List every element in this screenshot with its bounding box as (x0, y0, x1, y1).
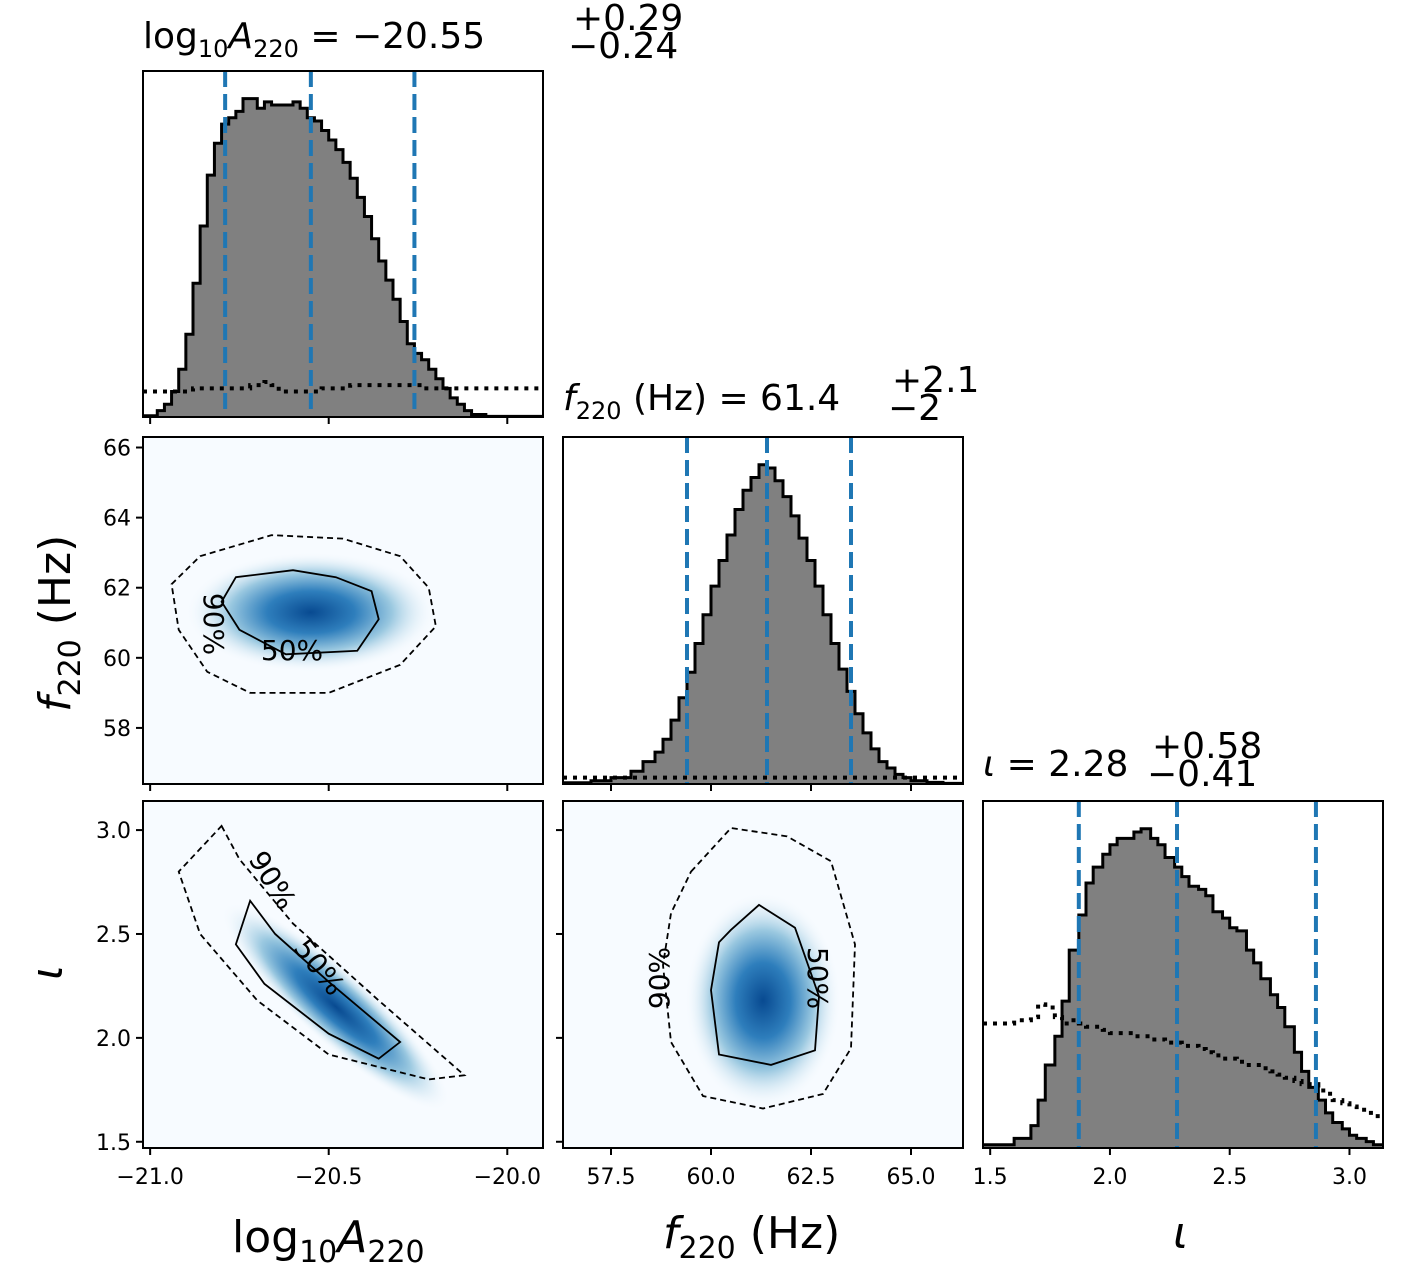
ytick-label-dAI-1: 2.0 (96, 1027, 131, 1052)
ytick-label-dAI-3: 3.0 (96, 819, 131, 844)
hist-f220 (562, 436, 964, 785)
xlabel-iota: ι (1173, 1208, 1188, 1259)
title-logA: log10A220 = −20.55 (143, 16, 485, 63)
title-iota: ι = 2.28 (983, 744, 1128, 785)
title-logA-sup: +0.29 (573, 0, 683, 39)
ytick-label-dAF-2: 62 (103, 577, 131, 602)
ytick-label-dAF-3: 64 (103, 507, 131, 532)
hist-fill-logA (143, 98, 543, 418)
xtick-label-dAI-1: −20.5 (295, 1165, 362, 1190)
ylabel-f220: f220 (Hz) (30, 535, 88, 712)
xtick-label-hI-3: 3.0 (1332, 1165, 1367, 1190)
hist-logA (142, 70, 544, 418)
label-90-logA-f220: 90% (197, 593, 230, 655)
xtick-label-dAI-2: −20.0 (474, 1165, 541, 1190)
panels: 50%90%50%90%50%90%−21.0 −20.5 −20.0 57.5 60.… (96, 70, 1384, 1190)
title-f220-sup: +2.1 (892, 360, 979, 401)
label-50-logA-f220-text: 50% (261, 634, 323, 667)
density-f220-iota (563, 801, 963, 1148)
title-f220-sub: −2 (888, 388, 941, 429)
frame-iota (982, 800, 1384, 1149)
contour-50-logA-f220 (220, 569, 380, 656)
ylabel-iota: ι (22, 965, 73, 980)
ytick-label-dAF-1: 60 (103, 647, 131, 672)
xlabel-logA: log10A220 (232, 1212, 425, 1270)
hist-fill-f220 (563, 464, 963, 784)
density-blob-logA-f220 (185, 552, 436, 673)
prior-curve-iota (983, 1002, 1383, 1119)
ytick-label-dAF-0: 58 (103, 717, 131, 742)
hist-outline-f220 (563, 463, 963, 785)
density-blob-logA-iota (221, 902, 450, 1111)
frame-f220-iota (562, 800, 964, 1149)
hist-iota (982, 800, 1384, 1149)
xlabel-f220: f220 (Hz) (663, 1208, 840, 1266)
title-f220: f220 (Hz) = 61.4 (563, 378, 840, 425)
xtick-label-hI-0: 1.5 (973, 1165, 1008, 1190)
frame-logA (142, 70, 544, 418)
xtick-label-dFI-2: 62.5 (787, 1165, 836, 1190)
title-iota-sub: −0.41 (1147, 754, 1257, 795)
xtick-label-dFI-3: 65.0 (887, 1165, 936, 1190)
contour-90-logA-f220 (170, 534, 437, 694)
label-90-f220-iota-text: 90% (643, 947, 676, 1009)
ytick-label-dAI-2: 2.5 (96, 923, 131, 948)
hist-outline-logA (143, 97, 543, 418)
xtick-label-dAI-0: −21.0 (116, 1165, 183, 1190)
ytick-label-dAI-0: 1.5 (96, 1131, 131, 1156)
label-50-logA-f220: 50% (261, 634, 323, 667)
xtick-label-hI-1: 2.0 (1092, 1165, 1127, 1190)
xtick-label-dFI-1: 60.0 (687, 1165, 736, 1190)
density-logA-iota (143, 801, 543, 1148)
frame-logA-iota (142, 800, 544, 1149)
label-50-f220-iota: 50% (801, 947, 834, 1009)
contour-90-logA-iota (177, 824, 467, 1081)
contour-50-f220-iota (710, 903, 820, 1066)
density-logA-f220 (143, 437, 543, 784)
title-logA-sub: −0.24 (568, 26, 678, 67)
label-90-logA-f220-text: 90% (197, 593, 230, 655)
title-iota-sup: +0.58 (1152, 726, 1262, 767)
contour-50-logA-iota (234, 898, 402, 1060)
xtick-label-hI-2: 2.5 (1212, 1165, 1247, 1190)
hist-fill-iota (983, 828, 1383, 1148)
frame-f220 (562, 436, 964, 785)
xtick-label-dFI-0: 57.5 (587, 1165, 636, 1190)
label-50-f220-iota-text: 50% (801, 947, 834, 1009)
frame-logA-f220 (142, 436, 544, 785)
label-90-f220-iota: 90% (643, 947, 676, 1009)
contour-90-f220-iota (662, 827, 856, 1110)
ytick-label-dAF-4: 66 (103, 437, 131, 462)
